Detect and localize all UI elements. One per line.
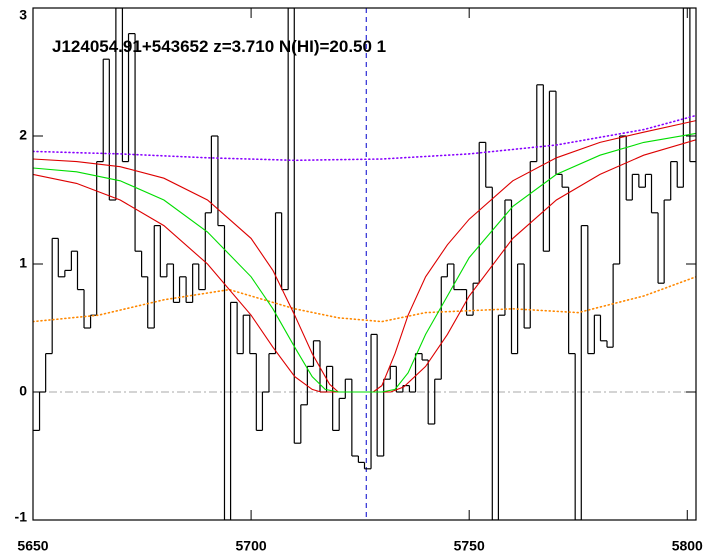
- dotted-line: [33, 114, 696, 162]
- y-tick-label: 0: [19, 383, 27, 399]
- y-tick-label: 3: [19, 7, 27, 23]
- dotted-line: [33, 276, 696, 323]
- chart-title: J124054.91+543652 z=3.710 N(HI)=20.50 1: [52, 37, 386, 56]
- x-tick-label: 5650: [17, 538, 48, 554]
- x-tick-label: 5800: [672, 538, 703, 554]
- x-tick-label: 5750: [454, 538, 485, 554]
- y-tick-label: 1: [19, 255, 27, 271]
- fit-line: [33, 132, 696, 393]
- y-tick-label: -1: [15, 509, 28, 525]
- y-tick-label: 2: [19, 127, 27, 143]
- plot-area: [33, 8, 696, 520]
- x-tick-label: 5700: [236, 538, 267, 554]
